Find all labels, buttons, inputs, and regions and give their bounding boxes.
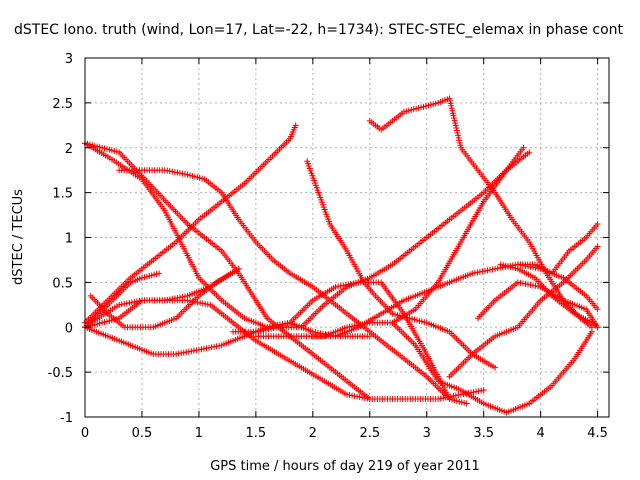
data-point bbox=[594, 243, 601, 250]
data-point bbox=[594, 221, 601, 228]
x-tick-label: 3 bbox=[423, 426, 431, 441]
data-point bbox=[156, 270, 163, 277]
x-axis-ticks: 0 0.5 1 1.5 2 2.5 3 3.5 4 4.5 bbox=[81, 58, 608, 441]
series-18 bbox=[475, 279, 601, 331]
y-tick-label: 1.5 bbox=[52, 187, 73, 202]
data-point bbox=[492, 364, 499, 371]
x-tick-label: 0 bbox=[81, 426, 89, 441]
y-tick-label: 1 bbox=[65, 232, 73, 247]
x-tick-label: 1.5 bbox=[246, 426, 267, 441]
x-tick-label: 0.5 bbox=[132, 426, 153, 441]
series-17 bbox=[514, 221, 601, 277]
x-tick-label: 4 bbox=[537, 426, 545, 441]
series-13 bbox=[309, 261, 601, 340]
y-axis-label: dSTEC / TECUs bbox=[11, 189, 26, 285]
data-point bbox=[463, 400, 470, 407]
series-1 bbox=[82, 140, 373, 403]
series-3 bbox=[82, 279, 453, 403]
x-tick-label: 1 bbox=[195, 426, 203, 441]
y-axis-ticks: -1 -0.5 0 0.5 1 1.5 2 2.5 3 bbox=[48, 52, 609, 426]
series-5 bbox=[82, 122, 299, 326]
grid bbox=[85, 58, 609, 417]
y-tick-label: 3 bbox=[65, 52, 73, 67]
data-point bbox=[526, 149, 533, 156]
series-10 bbox=[366, 95, 595, 331]
data-point bbox=[594, 324, 601, 331]
series-9 bbox=[304, 158, 499, 371]
x-tick-label: 2 bbox=[309, 426, 317, 441]
series-14 bbox=[389, 319, 595, 416]
y-tick-label: -1 bbox=[60, 411, 73, 426]
data-points bbox=[82, 95, 601, 416]
series-15 bbox=[446, 243, 601, 380]
x-tick-label: 3.5 bbox=[473, 426, 494, 441]
series-8 bbox=[87, 265, 242, 331]
y-tick-label: 0.5 bbox=[52, 276, 73, 291]
series-2 bbox=[116, 167, 470, 407]
data-point bbox=[235, 265, 242, 272]
x-axis-label: GPS time / hours of day 219 of year 2011 bbox=[210, 459, 480, 474]
series-12 bbox=[230, 149, 533, 335]
data-point bbox=[588, 328, 595, 335]
y-tick-label: 2.5 bbox=[52, 97, 73, 112]
y-tick-label: 2 bbox=[65, 142, 73, 157]
data-point bbox=[594, 306, 601, 313]
data-point bbox=[480, 387, 487, 394]
data-point bbox=[292, 122, 299, 129]
x-tick-label: 4.5 bbox=[587, 426, 608, 441]
data-point bbox=[520, 144, 527, 151]
x-tick-label: 2.5 bbox=[359, 426, 380, 441]
y-tick-label: -0.5 bbox=[48, 366, 73, 381]
y-tick-label: 0 bbox=[65, 321, 73, 336]
chart-title: dSTEC Iono. truth (wind, Lon=17, Lat=-22… bbox=[14, 22, 624, 38]
